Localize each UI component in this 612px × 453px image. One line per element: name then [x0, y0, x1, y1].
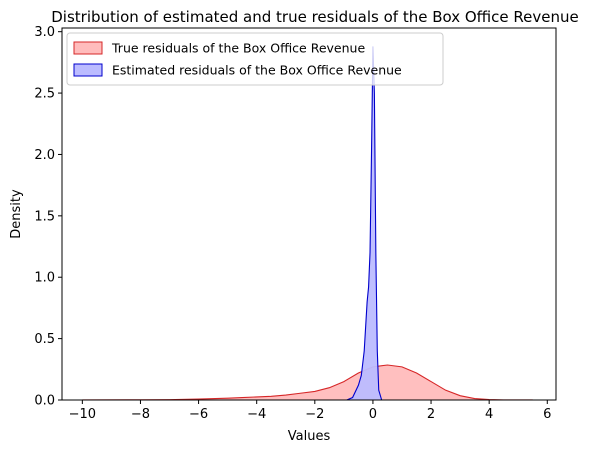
- legend-label-estimated-residuals: Estimated residuals of the Box Office Re…: [112, 63, 402, 78]
- x-tick-label: 4: [485, 407, 493, 422]
- y-tick-label: 1.5: [34, 209, 55, 224]
- y-tick-label: 2.0: [34, 148, 55, 163]
- series-layer: [82, 46, 533, 401]
- estimated-residuals-area: [346, 46, 382, 401]
- y-tick-label: 1.0: [34, 271, 55, 286]
- x-tick-label: −10: [69, 407, 96, 422]
- x-axis: −10 −8 −6 −4 −2 0 2 4 6: [69, 400, 551, 422]
- x-tick-label: 6: [543, 407, 551, 422]
- legend: True residuals of the Box Office Revenue…: [66, 32, 444, 86]
- y-tick-label: 2.5: [34, 87, 55, 102]
- y-tick-label: 0.5: [34, 332, 55, 347]
- plot-frame: [61, 27, 557, 401]
- x-axis-label: Values: [288, 429, 331, 444]
- chart-title: Distribution of estimated and true resid…: [51, 8, 579, 26]
- x-tick-label: −2: [305, 407, 324, 422]
- legend-label-true-residuals: True residuals of the Box Office Revenue: [111, 41, 365, 56]
- estimated-residuals-line: [346, 46, 383, 401]
- true-residuals-area: [82, 365, 533, 400]
- x-tick-label: −6: [189, 407, 208, 422]
- y-tick-label: 0.0: [34, 394, 55, 409]
- x-tick-label: −8: [131, 407, 150, 422]
- x-tick-label: 0: [369, 407, 377, 422]
- legend-box: [66, 32, 444, 86]
- true-residuals-line: [82, 364, 533, 401]
- legend-swatch-estimated-residuals: [73, 63, 103, 77]
- legend-swatch-true-residuals: [73, 41, 103, 55]
- x-tick-label: −4: [247, 407, 266, 422]
- y-tick-label: 3.0: [34, 25, 55, 40]
- y-axis-label: Density: [9, 189, 24, 239]
- x-tick-label: 2: [427, 407, 435, 422]
- y-axis: 0.0 0.5 1.0 1.5 2.0 2.5 3.0: [34, 25, 62, 409]
